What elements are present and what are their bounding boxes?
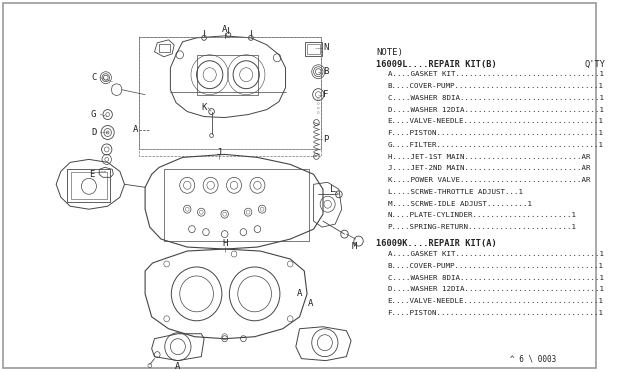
Text: 16009L....REPAIR KIT(B): 16009L....REPAIR KIT(B) [376,60,497,68]
Bar [305,42,322,56]
Text: A: A [222,25,227,34]
Text: L....SCRWE-THROTTLE ADJUST...1: L....SCRWE-THROTTLE ADJUST...1 [388,189,523,195]
Text: ^ 6 \ 0003: ^ 6 \ 0003 [511,354,557,363]
Text: G....FILTER....................................1: G....FILTER.............................… [388,142,604,148]
Bar [67,169,111,202]
Bar [164,169,309,241]
Bar [159,44,170,52]
Bar [307,44,320,54]
Text: F....PISTON....................................1: F....PISTON.............................… [388,130,604,136]
Text: M: M [351,241,356,251]
Text: 16009K....REPAIR KIT(A): 16009K....REPAIR KIT(A) [376,240,497,248]
Text: H....JET-1ST MAIN..........................AR: H....JET-1ST MAIN.......................… [388,154,590,160]
Text: D: D [91,128,96,137]
Text: D....WASHER 12DIA..............................1: D....WASHER 12DIA.......................… [388,286,604,292]
Bar [196,55,259,94]
Text: P....SPRING-RETURN.......................1: P....SPRING-RETURN......................… [388,224,577,230]
Text: A....GASKET KIT................................1: A....GASKET KIT.........................… [388,71,604,77]
Text: K....POWER VALVE...........................AR: K....POWER VALVE........................… [388,177,590,183]
Text: L: L [330,185,335,194]
Text: D....WASHER 12DIA..............................1: D....WASHER 12DIA.......................… [388,107,604,113]
Bar [138,37,321,150]
Text: E....VALVE-NEEDLE..............................1: E....VALVE-NEEDLE.......................… [388,298,604,304]
Text: J: J [216,148,221,157]
Text: P: P [323,135,328,144]
Text: E: E [89,170,95,179]
Text: M....SCRWE-IDLE ADJUST.........1: M....SCRWE-IDLE ADJUST.........1 [388,201,532,206]
Text: A: A [175,362,180,371]
Text: E....VALVE-NEEDLE..............................1: E....VALVE-NEEDLE.......................… [388,118,604,124]
Text: C: C [91,73,96,82]
Text: F: F [323,90,328,99]
Bar [71,172,107,199]
Text: B....COVER-PUMP................................1: B....COVER-PUMP.........................… [388,83,604,89]
Text: A....GASKET KIT................................1: A....GASKET KIT.........................… [388,251,604,257]
Text: H: H [222,238,227,248]
Bar [138,37,321,150]
Text: C....WASHER 8DIA...............................1: C....WASHER 8DIA........................… [388,95,604,101]
Bar [138,37,321,156]
Text: N....PLATE-CYLINDER......................1: N....PLATE-CYLINDER.....................… [388,212,577,218]
Text: N: N [323,43,328,52]
Text: B: B [323,67,328,76]
Text: Q'TY: Q'TY [584,60,605,68]
Text: A: A [297,289,302,298]
Text: NOTE): NOTE) [376,48,403,57]
Text: K: K [202,103,207,112]
Text: F....PISTON....................................1: F....PISTON.............................… [388,310,604,316]
Text: A: A [308,299,314,308]
Text: A: A [133,125,138,134]
Text: B....COVER-PUMP................................1: B....COVER-PUMP.........................… [388,263,604,269]
Text: C....WASHER 8DIA...............................1: C....WASHER 8DIA........................… [388,275,604,281]
Text: G: G [91,110,96,119]
Text: J....JET-2ND MAIN..........................AR: J....JET-2ND MAIN.......................… [388,166,590,171]
